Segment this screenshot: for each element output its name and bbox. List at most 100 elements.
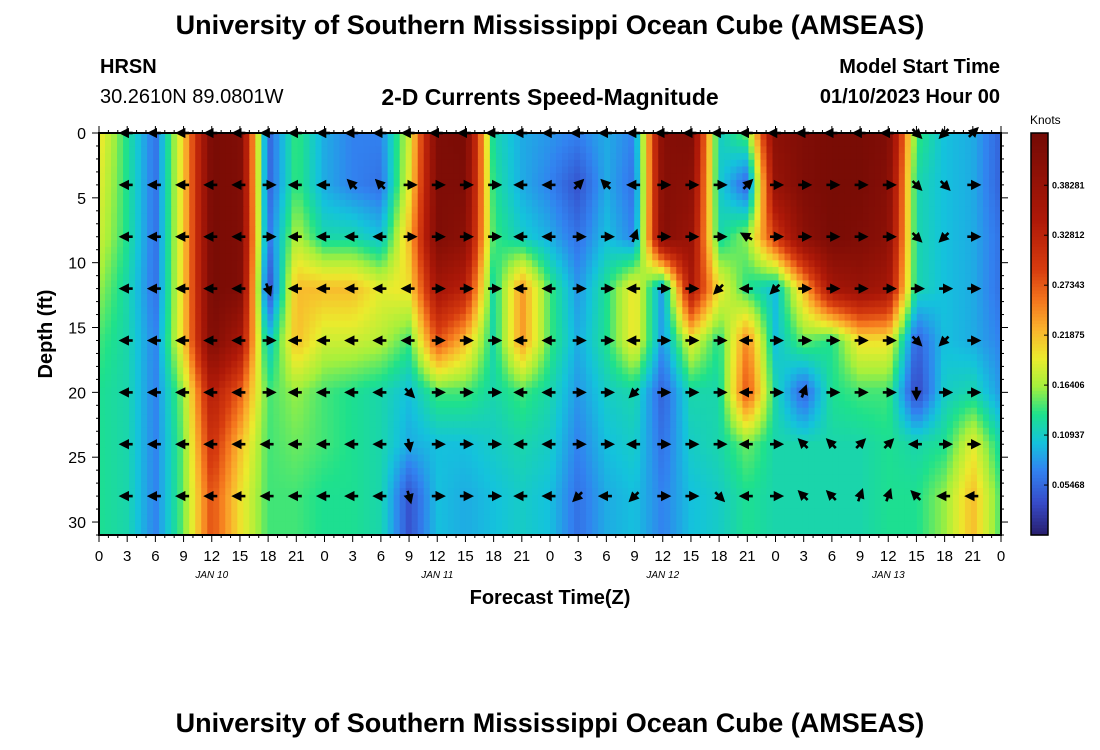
heatmap-cell [147,307,154,315]
heatmap-cell [754,200,762,208]
heatmap-cell [718,226,725,235]
heatmap-cell [417,334,425,342]
heatmap-cell [393,267,401,275]
heatmap-cell [646,159,653,168]
heatmap-cell [141,186,148,194]
heatmap-cell [832,327,840,335]
heatmap-cell [682,220,689,228]
heatmap-cell [880,293,888,302]
heatmap-cell [652,226,659,235]
heatmap-cell [700,133,707,141]
heatmap-cell [886,246,894,255]
heatmap-cell [886,280,894,288]
heatmap-cell [736,173,744,181]
heatmap-cell [808,320,816,328]
heatmap-cell [952,220,960,228]
heatmap-cell [832,139,840,147]
heatmap-cell [519,146,527,154]
heatmap-cell [111,354,118,362]
heatmap-cell [393,260,401,268]
heatmap-cell [754,226,762,235]
heatmap-cell [525,280,533,288]
heatmap-cell [958,193,966,201]
heatmap-cell [808,327,816,335]
heatmap-cell [790,139,798,147]
heatmap-cell [652,307,659,315]
heatmap-cell [598,334,605,342]
heatmap-cell [724,280,731,288]
heatmap-cell [706,139,713,147]
heatmap-cell [880,273,888,281]
heatmap-cell [592,300,599,308]
heatmap-cell [327,133,335,141]
heatmap-cell [213,260,220,268]
heatmap-cell [772,193,780,201]
heatmap-cell [646,327,653,335]
heatmap-cell [225,347,232,355]
heatmap-cell [381,133,389,141]
heatmap-cell [201,193,208,201]
heatmap-cell [525,173,533,181]
heatmap-cell [207,186,214,194]
heatmap-cell [435,253,443,261]
heatmap-cell [778,139,786,147]
heatmap-cell [225,226,232,235]
heatmap-cell [592,267,599,275]
heatmap-cell [922,300,930,308]
heatmap-cell [363,313,371,322]
heatmap-cell [940,253,948,261]
heatmap-cell [778,153,786,161]
heatmap-cell [207,273,214,281]
heatmap-cell [309,340,317,348]
heatmap-cell [670,139,677,147]
heatmap-cell [357,267,365,275]
heatmap-cell [628,253,635,261]
heatmap-cell [423,287,431,295]
heatmap-cell [712,166,719,174]
heatmap-cell [946,179,954,188]
heatmap-cell [411,133,419,141]
heatmap-cell [405,307,413,315]
heatmap-cell [111,166,118,174]
heatmap-cell [357,186,365,194]
heatmap-cell [453,327,461,335]
heatmap-cell [646,280,653,288]
heatmap-cell [682,166,689,174]
heatmap-cell [946,300,954,308]
heatmap-cell [892,166,900,174]
heatmap-cell [886,273,894,281]
heatmap-cell [658,213,665,221]
heatmap-cell [411,226,419,235]
heatmap-cell [285,220,293,228]
heatmap-cell [399,139,407,147]
heatmap-cell [862,166,870,174]
heatmap-cell [904,240,912,248]
heatmap-cell [916,313,924,322]
heatmap-cell [892,300,900,308]
heatmap-cell [405,159,413,168]
heatmap-cell [279,334,287,342]
heatmap-cell [802,193,810,201]
heatmap-cell [387,287,395,295]
heatmap-cell [501,313,509,322]
heatmap-cell [177,206,184,214]
heatmap-cell [321,246,329,255]
heatmap-cell [171,173,178,181]
heatmap-cell [531,253,539,261]
heatmap-cell [910,213,918,221]
heatmap-cell [880,240,888,248]
heatmap-cell [886,200,894,208]
heatmap-cell [550,293,557,302]
heatmap-cell [525,146,533,154]
heatmap-cell [640,173,647,181]
heatmap-cell [99,133,106,141]
heatmap-cell [273,293,280,302]
heatmap-cell [574,300,581,308]
heatmap-cell [754,300,762,308]
heatmap-cell [844,260,852,268]
heatmap-cell [934,200,942,208]
heatmap-cell [183,253,190,261]
heatmap-cell [249,220,256,228]
heatmap-cell [141,287,148,295]
heatmap-cell [916,300,924,308]
